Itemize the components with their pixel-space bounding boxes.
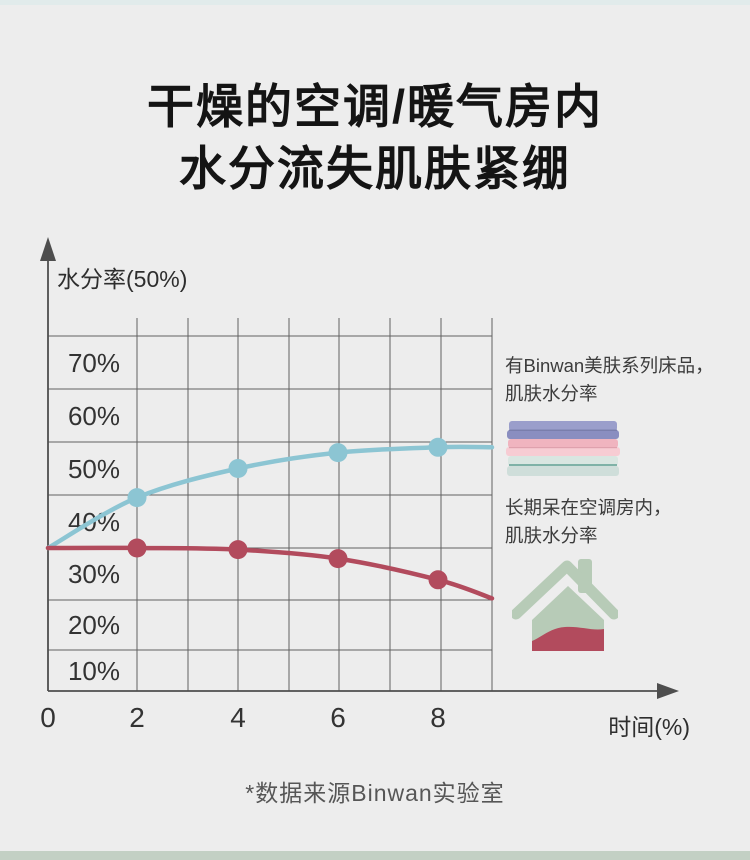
bottom-accent-bar — [0, 851, 750, 860]
x-tick-labels: 0 2 4 6 8 — [40, 702, 446, 733]
data-point-marker — [127, 538, 147, 558]
x-tick: 2 — [129, 702, 145, 733]
x-axis-arrow-icon — [657, 683, 679, 699]
legend-item-binwan-line1: 有Binwan美肤系列床品， — [505, 355, 714, 376]
legend-item-aircon-line2: 肌肤水分率 — [505, 525, 598, 546]
y-axis-label: 水分率(50%) — [57, 266, 187, 292]
data-source-footnote: *数据来源Binwan实验室 — [245, 780, 505, 806]
series-air-conditioned-room — [45, 538, 495, 601]
data-point-marker — [428, 570, 448, 590]
data-point-marker — [328, 549, 348, 569]
legend-item-binwan-line2: 肌肤水分率 — [505, 383, 598, 404]
data-point-marker — [228, 540, 248, 560]
y-tick: 30% — [68, 559, 120, 589]
series-with-binwan-bedding — [45, 437, 495, 551]
page-title: 干燥的空调/暖气房内 水分流失肌肤紧绷 — [0, 76, 750, 200]
legend-item-binwan: 有Binwan美肤系列床品， 肌肤水分率 — [505, 352, 740, 408]
y-tick: 20% — [68, 610, 120, 640]
house-humidity-icon — [512, 559, 618, 651]
x-tick: 0 — [40, 702, 56, 733]
grid-vertical-lines — [136, 318, 493, 691]
data-point-marker — [428, 437, 448, 457]
legend-item-aircon-line1: 长期呆在空调房内， — [505, 497, 672, 518]
y-tick: 60% — [68, 401, 120, 431]
x-tick: 4 — [230, 702, 246, 733]
y-tick: 10% — [68, 656, 120, 686]
x-tick: 6 — [330, 702, 346, 733]
x-tick: 8 — [430, 702, 446, 733]
page-title-line1: 干燥的空调/暖气房内 — [146, 80, 604, 133]
y-tick-labels: 70% 60% 50% 40% 30% 20% 10% — [68, 348, 120, 686]
legend-item-aircon: 长期呆在空调房内， 肌肤水分率 — [505, 494, 740, 550]
towel-stack-icon — [506, 421, 620, 476]
data-point-marker — [127, 488, 147, 508]
y-tick: 50% — [68, 454, 120, 484]
y-tick: 70% — [68, 348, 120, 378]
page-title-line2: 水分流失肌肤紧绷 — [179, 142, 571, 195]
data-point-marker — [328, 443, 348, 463]
x-axis-label: 时间(%) — [608, 714, 690, 740]
x-axis — [48, 683, 679, 699]
data-point-marker — [228, 459, 248, 478]
y-axis — [40, 237, 56, 691]
grid-horizontal-lines — [48, 335, 492, 651]
top-accent-bar — [0, 0, 750, 5]
y-axis-arrow-icon — [40, 237, 56, 261]
